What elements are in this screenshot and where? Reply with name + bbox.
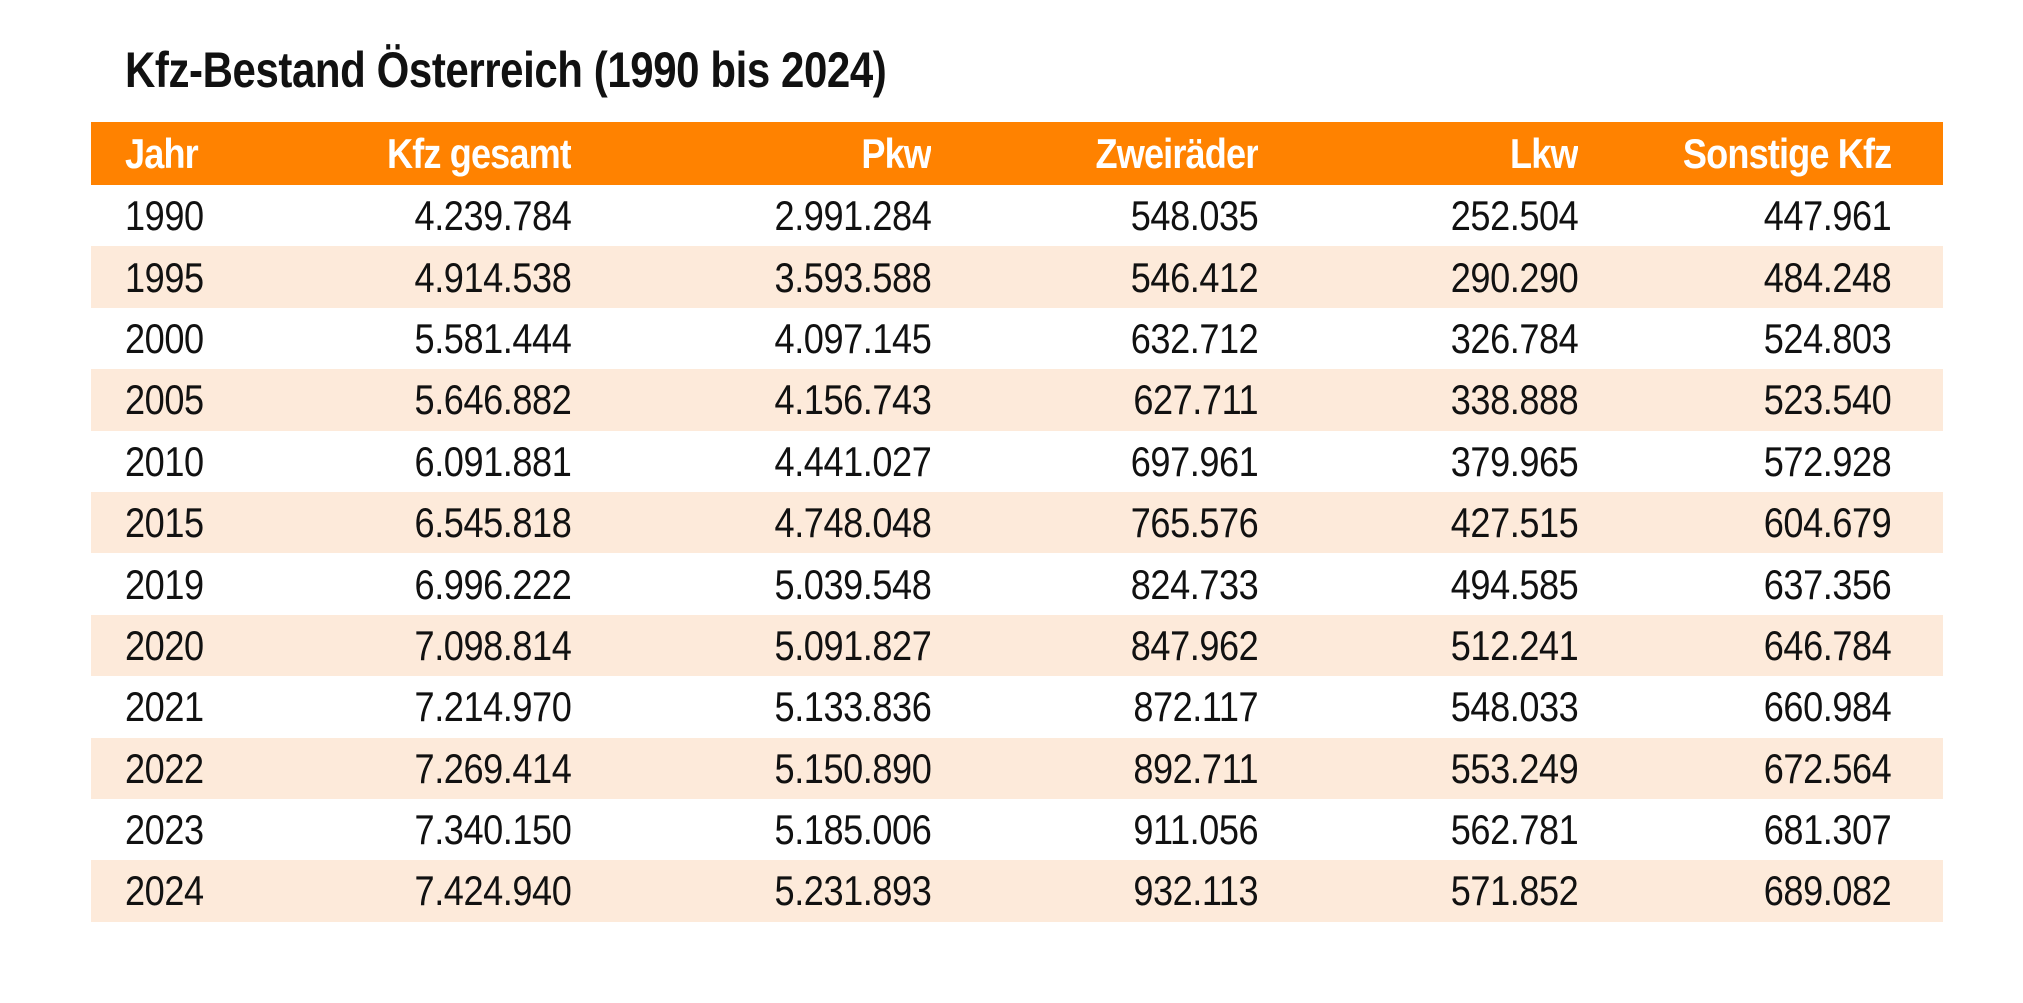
cell-lkw: 571.852 [1450,867,1578,915]
cell-sonstige-kfz: 637.356 [1763,560,1891,608]
table-row: 2005 5.646.882 4.156.743 627.711 338.888 523.… [91,369,1943,431]
table-row: 1990 4.239.784 2.991.284 548.035 252.504 447.… [91,185,1943,247]
cell-pkw: 4.748.048 [774,499,931,547]
cell-jahr: 2021 [125,683,204,731]
column-header-zweiraeder: Zweiräder [1095,130,1258,177]
cell-jahr: 2020 [125,621,204,669]
cell-sonstige-kfz: 447.961 [1763,192,1891,240]
cell-kfz-gesamt: 6.091.881 [414,437,571,485]
cell-lkw: 252.504 [1450,192,1578,240]
cell-jahr: 2010 [125,437,204,485]
cell-pkw: 5.133.836 [774,683,931,731]
cell-zweiraeder: 627.711 [1133,376,1258,424]
table-row: 2000 5.581.444 4.097.145 632.712 326.784 524.… [91,307,1943,370]
cell-sonstige-kfz: 660.984 [1763,683,1891,731]
column-header-jahr: Jahr [125,130,199,177]
cell-lkw: 562.781 [1450,806,1578,854]
cell-zweiraeder: 892.711 [1133,744,1258,792]
cell-jahr: 2023 [125,806,204,854]
cell-sonstige-kfz: 523.540 [1763,376,1891,424]
cell-lkw: 427.515 [1450,499,1578,547]
cell-pkw: 5.150.890 [774,744,931,792]
table-body: 1990 4.239.784 2.991.284 548.035 252.504 447.… [91,185,1943,922]
cell-lkw: 326.784 [1450,314,1578,362]
cell-kfz-gesamt: 7.340.150 [414,806,571,854]
cell-zweiraeder: 632.712 [1130,314,1258,362]
cell-zweiraeder: 697.961 [1130,437,1258,485]
cell-kfz-gesamt: 6.545.818 [414,499,571,547]
cell-jahr: 2000 [125,314,204,362]
table-row: 2024 7.424.940 5.231.893 932.113 571.852 689.… [91,860,1943,922]
table-header-row: Jahr Kfz gesamt Pkw Zweiräder Lkw Sonsti… [91,122,1943,185]
cell-jahr: 1990 [125,192,204,240]
table-row: 2020 7.098.814 5.091.827 847.962 512.241 646.… [91,614,1943,677]
table-row: 2023 7.340.150 5.185.006 911.056 562.781 681.… [91,798,1943,861]
cell-pkw: 2.991.284 [774,192,931,240]
table-row: 2015 6.545.818 4.748.048 765.576 427.515 604.… [91,491,1943,554]
cell-pkw: 5.231.893 [774,867,931,915]
vehicle-stock-table: Jahr Kfz gesamt Pkw Zweiräder Lkw Sonsti… [91,122,1943,922]
cell-lkw: 338.888 [1450,376,1578,424]
cell-kfz-gesamt: 7.424.940 [414,867,571,915]
cell-jahr: 2024 [125,867,204,915]
cell-lkw: 290.290 [1450,253,1578,301]
cell-zweiraeder: 847.962 [1130,621,1258,669]
cell-sonstige-kfz: 689.082 [1763,867,1891,915]
cell-kfz-gesamt: 7.214.970 [414,683,571,731]
cell-zweiraeder: 548.035 [1130,192,1258,240]
cell-jahr: 1995 [125,253,204,301]
column-header-lkw: Lkw [1510,130,1578,177]
cell-lkw: 512.241 [1450,621,1578,669]
cell-pkw: 4.441.027 [774,437,931,485]
page-title: Kfz-Bestand Österreich (1990 bis 2024) [125,42,887,98]
cell-jahr: 2015 [125,499,204,547]
cell-lkw: 553.249 [1450,744,1578,792]
table-row: 2010 6.091.881 4.441.027 697.961 379.965 572.… [91,430,1943,492]
cell-pkw: 5.185.006 [774,806,931,854]
column-header-kfz-gesamt: Kfz gesamt [386,130,571,177]
table-row: 1995 4.914.538 3.593.588 546.412 290.290 484.… [91,246,1943,308]
table-row: 2021 7.214.970 5.133.836 872.117 548.033 660.… [91,676,1943,738]
table-row: 2019 6.996.222 5.039.548 824.733 494.585 637.… [91,553,1943,615]
cell-kfz-gesamt: 5.646.882 [414,376,571,424]
cell-zweiraeder: 932.113 [1133,867,1258,915]
cell-lkw: 494.585 [1450,560,1578,608]
cell-zweiraeder: 911.056 [1133,806,1258,854]
cell-sonstige-kfz: 681.307 [1763,806,1891,854]
cell-jahr: 2019 [125,560,204,608]
cell-zweiraeder: 546.412 [1130,253,1258,301]
cell-kfz-gesamt: 4.914.538 [414,253,571,301]
table-row: 2022 7.269.414 5.150.890 892.711 553.249 672.… [91,737,1943,799]
cell-kfz-gesamt: 7.098.814 [414,621,571,669]
cell-sonstige-kfz: 646.784 [1763,621,1891,669]
cell-sonstige-kfz: 484.248 [1763,253,1891,301]
cell-zweiraeder: 824.733 [1130,560,1258,608]
cell-pkw: 5.091.827 [774,621,931,669]
cell-kfz-gesamt: 6.996.222 [414,560,571,608]
cell-kfz-gesamt: 5.581.444 [414,314,571,362]
cell-pkw: 4.156.743 [774,376,931,424]
cell-pkw: 3.593.588 [774,253,931,301]
column-header-sonstige-kfz: Sonstige Kfz [1682,130,1892,177]
cell-zweiraeder: 872.117 [1133,683,1258,731]
cell-jahr: 2005 [125,376,204,424]
cell-zweiraeder: 765.576 [1130,499,1258,547]
cell-sonstige-kfz: 672.564 [1763,744,1891,792]
cell-kfz-gesamt: 4.239.784 [414,192,571,240]
cell-lkw: 379.965 [1450,437,1578,485]
cell-jahr: 2022 [125,744,204,792]
cell-pkw: 4.097.145 [774,314,931,362]
cell-sonstige-kfz: 604.679 [1763,499,1891,547]
cell-kfz-gesamt: 7.269.414 [414,744,571,792]
cell-sonstige-kfz: 524.803 [1763,314,1891,362]
cell-lkw: 548.033 [1450,683,1578,731]
cell-pkw: 5.039.548 [774,560,931,608]
column-header-pkw: Pkw [861,130,931,177]
cell-sonstige-kfz: 572.928 [1763,437,1891,485]
